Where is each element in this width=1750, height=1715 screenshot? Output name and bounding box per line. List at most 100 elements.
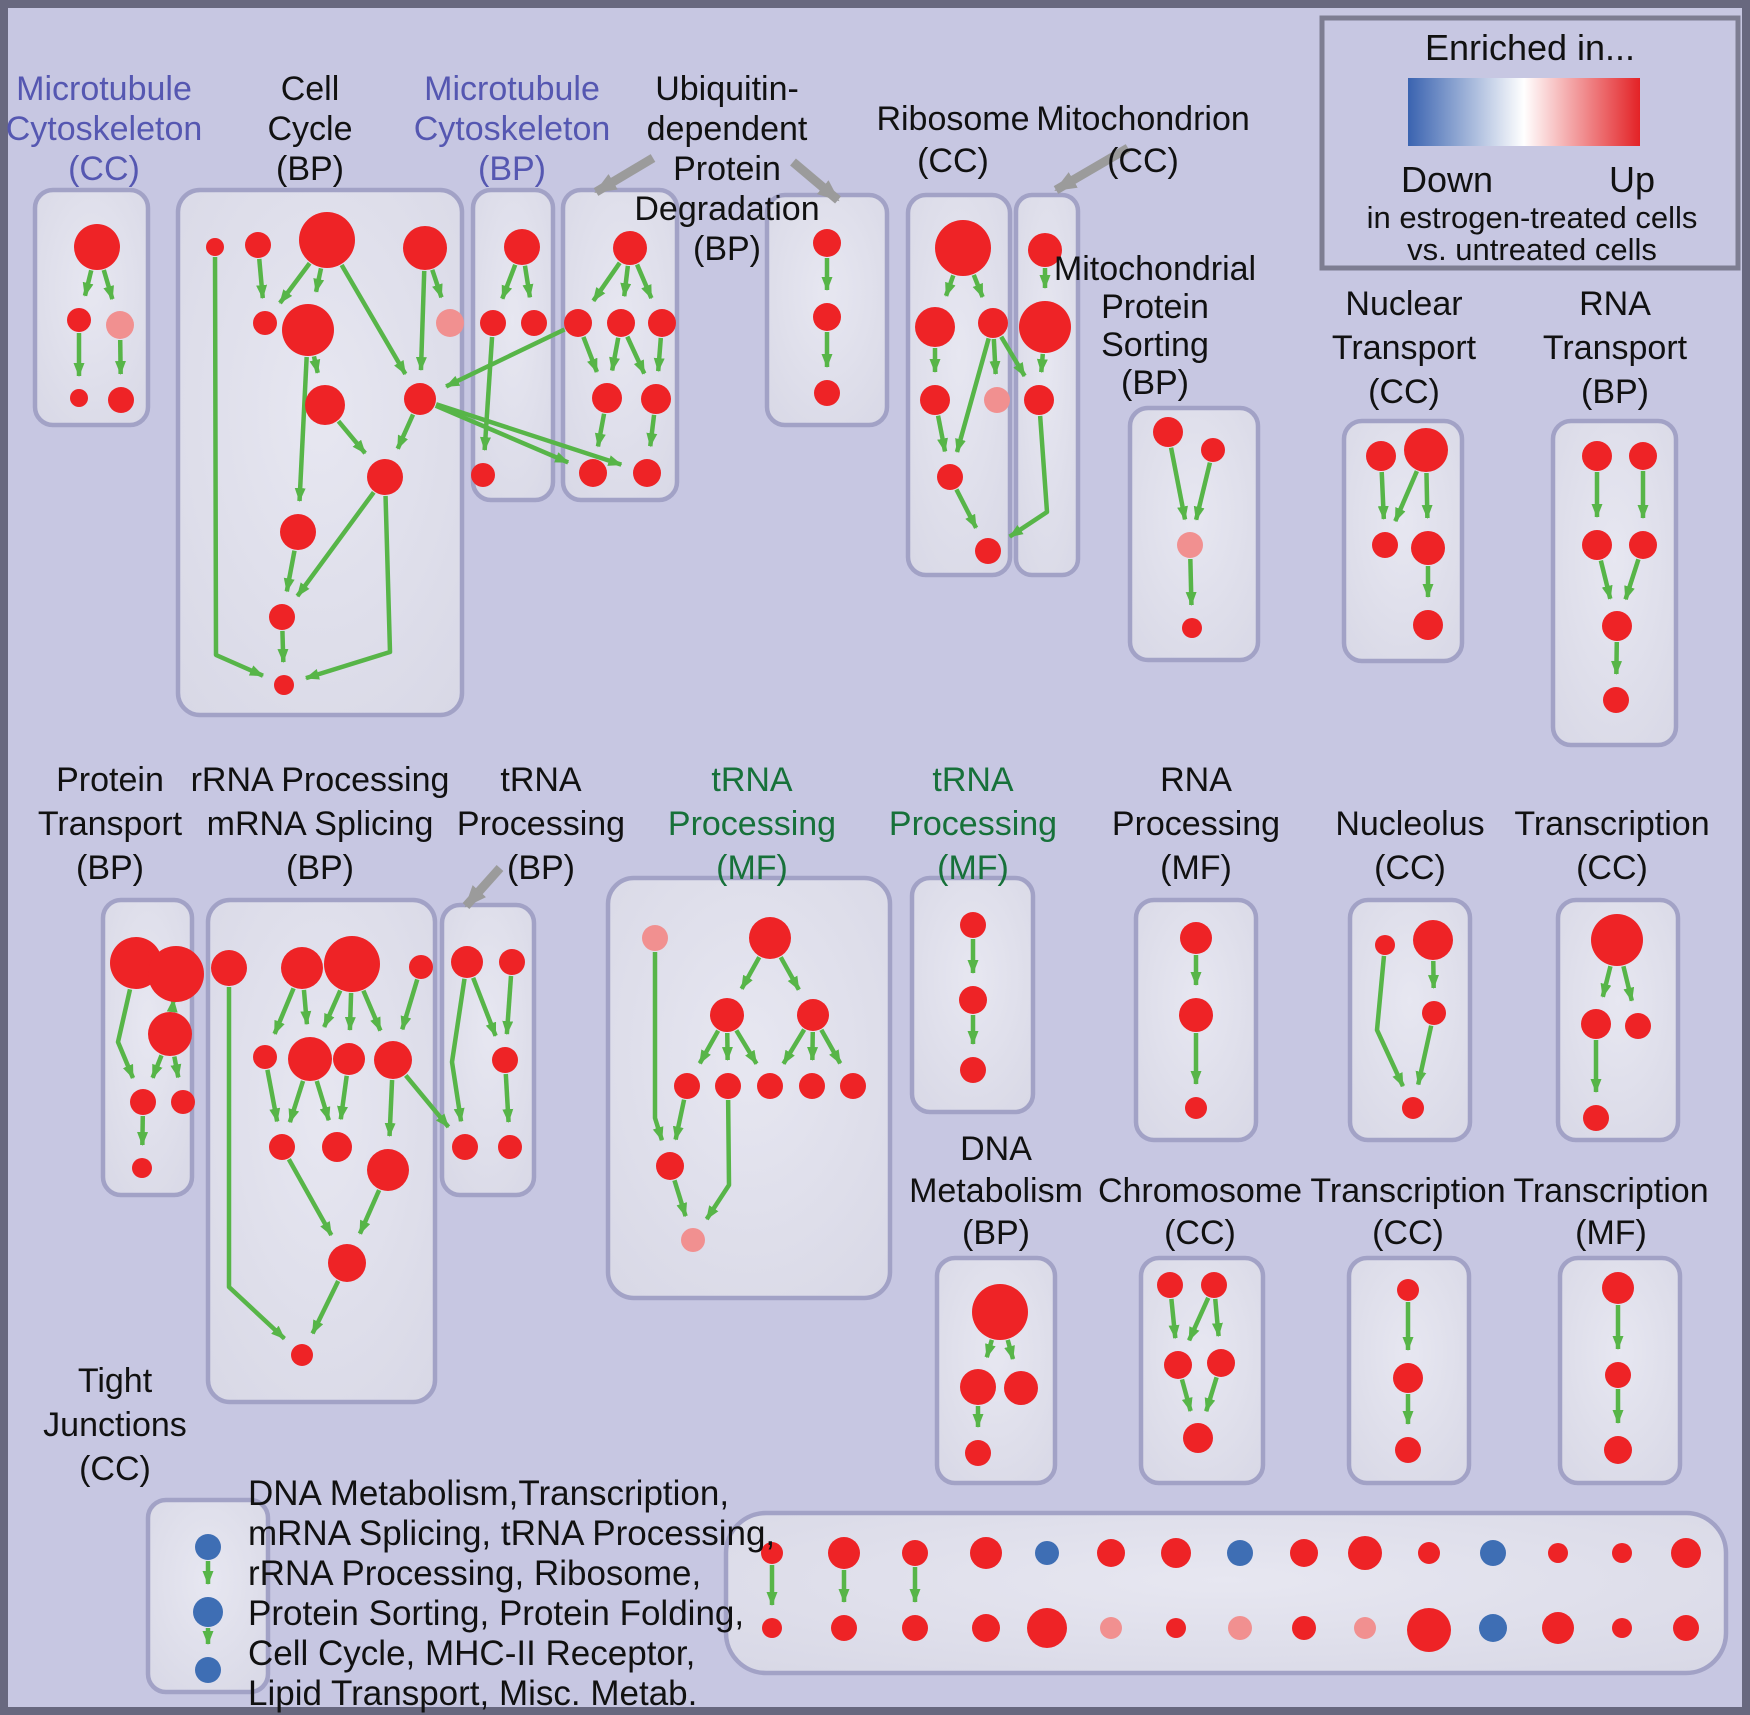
cluster-label-chromosome: Chromosome (CC) — [1098, 1172, 1302, 1252]
go-term-node-b10 — [269, 604, 295, 630]
go-term-node-x13t — [1548, 1543, 1568, 1563]
go-term-node-e0 — [813, 229, 841, 257]
go-term-node-p0 — [1180, 922, 1212, 954]
edge-n0-n9 — [652, 952, 665, 1142]
go-term-node-l7 — [374, 1041, 412, 1079]
edge-b3-b7 — [415, 270, 427, 372]
edge-h2-h3 — [1185, 558, 1197, 607]
edge-l8-l11 — [286, 1158, 334, 1237]
go-term-node-s3 — [965, 1440, 991, 1466]
go-term-node-b7 — [404, 383, 436, 415]
go-term-node-n10 — [681, 1228, 705, 1252]
edge-b0-b11 — [212, 256, 264, 678]
go-term-node-x2b — [831, 1615, 857, 1641]
go-term-node-r2 — [1625, 1013, 1651, 1039]
go-term-node-f2 — [978, 308, 1008, 338]
cluster-label-transcription-cc-4: Transcription (CC) — [1310, 1172, 1505, 1252]
go-term-node-u2 — [1395, 1437, 1421, 1463]
go-term-node-n0 — [642, 925, 668, 951]
go-term-node-x12t — [1480, 1540, 1506, 1566]
go-term-node-m1 — [499, 949, 525, 975]
go-term-node-o2 — [960, 1057, 986, 1083]
go-term-node-k5 — [132, 1158, 152, 1178]
go-term-node-c1 — [480, 310, 506, 336]
go-term-node-i1 — [1404, 428, 1448, 472]
go-term-node-l3 — [409, 955, 433, 979]
edge-t0-t2 — [1168, 1298, 1180, 1340]
go-term-node-b9 — [280, 514, 316, 550]
go-term-node-s1 — [960, 1369, 996, 1405]
go-term-node-d7 — [633, 459, 661, 487]
cluster-box-transcription-cc-mid — [1555, 897, 1681, 1143]
go-term-node-x4t — [970, 1537, 1002, 1569]
edge-b10-b11 — [277, 630, 289, 664]
go-term-node-b0 — [206, 238, 224, 256]
go-term-node-x5b — [1027, 1608, 1067, 1648]
edge-l11-l12 — [310, 1279, 341, 1335]
edge-t3-t4 — [1204, 1376, 1219, 1413]
go-term-node-x14t — [1612, 1543, 1632, 1563]
go-term-node-k3 — [130, 1089, 156, 1115]
edge-d1-b7 — [445, 327, 566, 389]
go-term-node-n1 — [749, 917, 791, 959]
edge-b2-b7 — [339, 263, 408, 376]
go-term-node-l1 — [281, 947, 323, 989]
go-term-node-n7 — [799, 1073, 825, 1099]
legend-subtitle-1: in estrogen-treated cells — [1367, 200, 1698, 235]
edge-j3-j4 — [1623, 558, 1641, 601]
misc-categories-note: DNA Metabolism,Transcription, mRNA Splici… — [248, 1474, 775, 1713]
edge-j2-j4 — [1598, 559, 1613, 600]
go-term-node-n2 — [710, 998, 744, 1032]
cluster-label-rna-processing-mf: RNA Processing (MF) — [1112, 761, 1280, 887]
edge-d0-d2 — [620, 265, 632, 298]
callout-arrow-mitochondrion-to-box — [1053, 144, 1131, 194]
go-term-node-n9 — [656, 1152, 684, 1180]
go-term-node-e2 — [814, 380, 840, 406]
go-term-node-j2 — [1582, 530, 1612, 560]
edge-l7-m3 — [404, 1073, 451, 1129]
go-term-node-w1 — [193, 1597, 223, 1627]
cluster-label-protein-transport: Protein Transport (BP) — [38, 761, 183, 887]
edge-l0-l12 — [226, 987, 286, 1341]
go-term-node-l11 — [328, 1244, 366, 1282]
go-term-node-m3 — [452, 1134, 478, 1160]
go-term-node-l4 — [253, 1045, 277, 1069]
go-term-node-v2 — [1604, 1436, 1632, 1464]
go-term-node-n5 — [715, 1073, 741, 1099]
edge-k0-k3 — [115, 988, 136, 1079]
go-term-node-x2t — [828, 1537, 860, 1569]
edge-m2-m4 — [502, 1073, 514, 1124]
cluster-label-nucleolus: Nucleolus (CC) — [1335, 805, 1484, 887]
cluster-label-transcription-cc-mid: Transcription (CC) — [1514, 805, 1709, 887]
edge-h1-h2 — [1193, 462, 1213, 521]
edge-m0-m3 — [449, 978, 467, 1123]
go-term-node-b12 — [436, 309, 464, 337]
go-term-node-i4 — [1413, 610, 1443, 640]
edge-l2-l6 — [344, 992, 356, 1032]
go-term-node-n6 — [757, 1073, 783, 1099]
go-term-node-x9b — [1292, 1616, 1316, 1640]
go-term-node-k2 — [148, 1012, 192, 1056]
go-term-node-d2 — [607, 309, 635, 337]
cluster-label-microtubule-cc: Microtubule Cytoskeleton (CC) — [6, 70, 203, 188]
callout-arrow-trna-bp-to-box — [462, 864, 504, 910]
go-term-node-e1 — [813, 303, 841, 331]
edge-q0-q3 — [1374, 955, 1405, 1088]
edge-l5-l9 — [314, 1080, 331, 1122]
edge-d2-d4 — [609, 337, 621, 372]
go-term-node-x14b — [1612, 1618, 1632, 1638]
edge-s0-s2 — [1004, 1339, 1016, 1361]
cluster-label-cell-cycle: Cell Cycle (BP) — [267, 70, 352, 188]
go-term-node-n4 — [674, 1073, 700, 1099]
go-term-node-k1 — [148, 946, 204, 1002]
go-term-node-t2 — [1164, 1351, 1192, 1379]
go-term-node-l0 — [211, 950, 247, 986]
go-term-node-i2 — [1372, 532, 1398, 558]
edge-n1-n2 — [739, 956, 762, 990]
cluster-label-mito-protein-sorting: Mitochondrial Protein Sorting (BP) — [1054, 250, 1256, 402]
edge-a0-a2 — [101, 269, 115, 301]
legend-up-label: Up — [1609, 159, 1655, 200]
go-term-node-t3 — [1207, 1349, 1235, 1377]
callout-arrow-ubiquitin-to-box — [593, 154, 656, 196]
go-term-node-c3 — [471, 463, 495, 487]
